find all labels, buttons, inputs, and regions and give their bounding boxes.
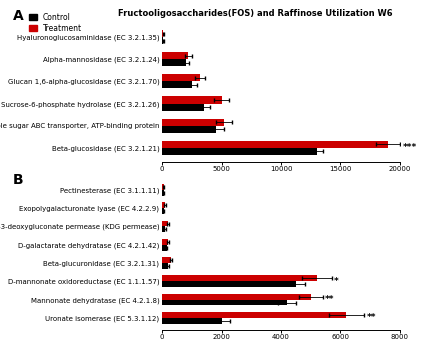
Text: *: *: [334, 277, 338, 286]
Text: B: B: [13, 173, 23, 187]
Bar: [162, 59, 186, 66]
Text: **: **: [367, 313, 376, 322]
Bar: [162, 52, 188, 59]
Bar: [162, 190, 164, 196]
Bar: [162, 81, 192, 89]
Bar: [162, 37, 163, 44]
Bar: [162, 30, 163, 37]
Bar: [162, 119, 224, 126]
Bar: [162, 202, 165, 208]
Bar: [162, 227, 165, 232]
Bar: [162, 318, 221, 324]
Bar: [162, 208, 164, 214]
Bar: [162, 74, 200, 81]
Bar: [162, 300, 287, 305]
Text: ***: ***: [402, 143, 416, 153]
Text: **: **: [325, 295, 335, 304]
Bar: [162, 141, 388, 148]
Bar: [162, 221, 168, 227]
Bar: [162, 126, 216, 133]
Bar: [162, 275, 317, 281]
Bar: [162, 148, 317, 155]
Bar: [162, 281, 296, 287]
Text: A: A: [13, 9, 24, 23]
Bar: [162, 312, 346, 318]
Bar: [162, 263, 168, 269]
Bar: [162, 257, 171, 263]
Bar: [162, 245, 167, 251]
Legend: Control, Treatment: Control, Treatment: [29, 13, 82, 33]
Bar: [162, 96, 221, 104]
Bar: [162, 294, 311, 300]
Bar: [162, 104, 204, 111]
Text: Fructooligosaccharides(FOS) and Raffinose Utilization W6: Fructooligosaccharides(FOS) and Raffinos…: [118, 9, 392, 18]
Bar: [162, 184, 164, 190]
Bar: [162, 239, 168, 245]
